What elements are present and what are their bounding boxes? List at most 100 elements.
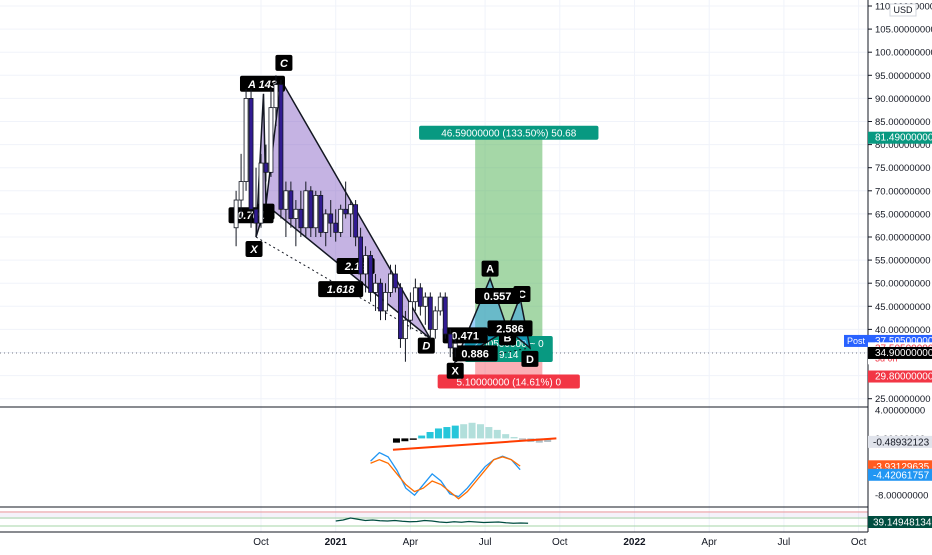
price-tick-label: 70.00000000: [875, 186, 930, 197]
price-tick-label: 60.00000000: [875, 233, 930, 244]
point-d-bg: [417, 337, 435, 354]
price-tick-label: 65.00000000: [875, 209, 930, 220]
ratio-xad-bg: [318, 281, 364, 298]
time-tick-label: 2022: [623, 537, 646, 548]
candle-body: [308, 190, 314, 229]
price-tag: 29.80000000: [875, 372, 932, 383]
candle-body: [288, 190, 294, 219]
long-position-tool: 46.59000000 (133.50%) 50.682.60500000 ~ …: [419, 125, 599, 389]
candle-body: [293, 208, 299, 219]
price-tick-label: 85.00000000: [875, 117, 930, 128]
candle-body: [383, 292, 388, 312]
time-tick-label: Oct: [552, 537, 568, 548]
price-tag: 37.50500000: [875, 336, 932, 347]
osc-tick-label: 4.00000000: [875, 406, 925, 417]
osc-tag: -4.42061757: [873, 470, 930, 481]
ratio-xab: 0.471: [451, 330, 479, 342]
point-d: D: [422, 341, 430, 353]
profit-label-bg: [419, 125, 599, 140]
price-tag: 34.90000000: [875, 348, 932, 359]
osc-tag: -3.93129635: [873, 462, 930, 473]
osc-tag: -0.48932123: [873, 437, 930, 448]
time-tick-label: Apr: [403, 537, 419, 548]
price-tag-bg: [868, 370, 932, 383]
candle-body: [452, 342, 458, 349]
candle-body: [368, 255, 373, 293]
osc-tick-label: -8.00000000: [875, 491, 928, 502]
candle-body: [378, 282, 383, 312]
point-d: D: [526, 354, 534, 366]
candle-body: [412, 287, 418, 303]
candle-body: [298, 208, 304, 229]
candle-body: [447, 333, 453, 349]
point-a: A 143: [247, 79, 277, 91]
histogram-bar: [460, 424, 468, 439]
candle-body: [343, 208, 349, 215]
time-tick-label: Apr: [701, 537, 717, 548]
ratio-bcd: 2.586: [496, 323, 524, 335]
point-x-bg: [245, 241, 263, 257]
candle-body: [422, 296, 428, 307]
ratio-abc-bg: [475, 288, 521, 305]
session-tag: Post: [847, 336, 866, 346]
histogram-bar: [502, 434, 510, 439]
time-tick-label: Jul: [778, 537, 791, 548]
candle-body: [233, 199, 239, 229]
point-a: A: [486, 264, 494, 276]
histogram-bar: [485, 427, 493, 439]
candle-body: [338, 208, 344, 233]
candle-body: [432, 310, 438, 330]
histogram-bar: [518, 438, 526, 440]
loss-label-bg: [437, 374, 580, 389]
candle-body: [268, 107, 274, 173]
price-tick-label: 25.00000000: [875, 394, 930, 405]
time-tick-label: Oct: [253, 537, 269, 548]
price-tag-bg: [868, 131, 932, 144]
candle-body: [253, 208, 259, 224]
histogram-bar: [392, 438, 400, 443]
candle-body: [353, 204, 359, 238]
divergence-line: [392, 437, 557, 451]
candle-body: [417, 287, 423, 307]
candle-body: [407, 301, 413, 321]
point-x: X: [249, 244, 258, 256]
candle-body: [278, 84, 284, 210]
candle-body: [427, 296, 433, 330]
macd-line: [370, 451, 521, 498]
histogram-bar: [443, 427, 451, 439]
price-tick-label: 90.00000000: [875, 94, 930, 105]
ratio-xad-bg: [452, 345, 498, 362]
histogram-bar: [426, 432, 434, 439]
ratio-bcd-bg: [487, 320, 533, 337]
profit-label: 46.59000000 (133.50%) 50.68: [441, 129, 577, 140]
point-x: X: [452, 366, 460, 378]
entry-label-2: 9.14: [499, 350, 519, 361]
histogram-bar: [451, 425, 459, 439]
currency-badge-bg: [889, 3, 917, 17]
histogram-bar: [401, 438, 409, 442]
candle-body: [363, 255, 368, 275]
candle-body: [398, 287, 403, 340]
currency-badge: USD: [893, 5, 913, 15]
candle-body: [238, 181, 244, 201]
ratio-xad: 1.618: [327, 284, 355, 296]
candle-body: [403, 319, 408, 340]
price-tick-label: 45.00000000: [875, 302, 930, 313]
candles: [233, 75, 458, 362]
rsi-line: [335, 517, 529, 524]
histogram-bar: [434, 428, 442, 439]
osc-tag-bg: [868, 435, 932, 448]
price-scale: 110.00000000105.00000000100.0000000095.0…: [844, 0, 932, 550]
loss-label: 5.10000000 (14.61%) 0: [456, 378, 561, 389]
candle-body: [303, 190, 309, 229]
histogram-bar: [468, 422, 476, 439]
candle-body: [273, 84, 279, 109]
candle-body: [323, 213, 329, 233]
candle-body: [358, 236, 364, 275]
candle-body: [283, 190, 289, 210]
scale-bg: [868, 0, 932, 550]
grid: [0, 0, 932, 533]
candle-body: [437, 296, 443, 312]
rsi-band: [0, 511, 868, 519]
